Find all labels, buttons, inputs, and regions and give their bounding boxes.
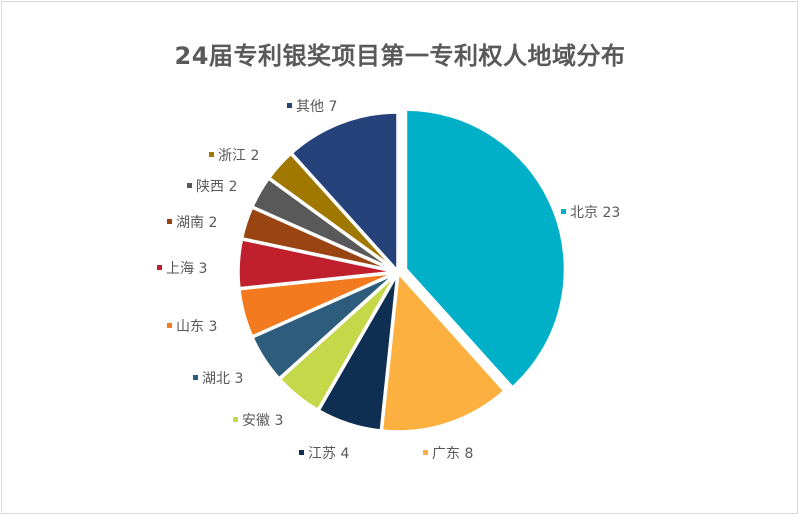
data-label-7: 上海 3 <box>157 261 207 277</box>
label-marker-10 <box>209 152 214 157</box>
label-text-1: 北京 23 <box>570 205 620 221</box>
label-text-11: 其他 7 <box>296 99 337 115</box>
label-marker-11 <box>287 103 292 108</box>
pie-slices <box>236 107 568 434</box>
data-label-9: 陕西 2 <box>187 179 237 195</box>
data-label-4: 安徽 3 <box>233 413 283 429</box>
label-marker-6 <box>167 323 172 328</box>
label-text-8: 湖南 2 <box>176 215 217 231</box>
data-label-3: 江苏 4 <box>299 446 349 462</box>
label-marker-8 <box>167 219 172 224</box>
chart-title: 24届专利银奖项目第一专利权人地域分布 <box>174 42 626 70</box>
label-marker-5 <box>193 375 198 380</box>
label-text-7: 上海 3 <box>166 261 207 277</box>
pie-slice-2 <box>379 270 507 434</box>
label-marker-4 <box>233 417 238 422</box>
data-label-1: 北京 23 <box>561 205 620 221</box>
data-label-8: 湖南 2 <box>167 215 217 231</box>
label-marker-1 <box>561 209 566 214</box>
data-labels: 北京 23 广东 8 江苏 4 安徽 3 湖北 3 山东 3 上海 3 湖南 2 陕西 2 浙江 … <box>157 99 620 462</box>
label-marker-9 <box>187 183 192 188</box>
data-label-2: 广东 8 <box>423 446 473 462</box>
label-text-2: 广东 8 <box>432 446 473 462</box>
pie-slice-11 <box>289 110 400 274</box>
data-label-6: 山东 3 <box>167 319 217 335</box>
label-text-9: 陕西 2 <box>196 179 237 195</box>
label-marker-7 <box>157 265 162 270</box>
label-text-10: 浙江 2 <box>218 148 259 164</box>
label-text-5: 湖北 3 <box>202 371 243 387</box>
pie-slice-1 <box>403 107 568 390</box>
label-marker-2 <box>423 450 428 455</box>
label-text-3: 江苏 4 <box>308 446 349 462</box>
label-text-6: 山东 3 <box>176 319 217 335</box>
data-label-11: 其他 7 <box>287 99 337 115</box>
label-text-4: 安徽 3 <box>242 413 283 429</box>
data-label-5: 湖北 3 <box>193 371 243 387</box>
label-marker-3 <box>299 450 304 455</box>
data-label-10: 浙江 2 <box>209 148 259 164</box>
